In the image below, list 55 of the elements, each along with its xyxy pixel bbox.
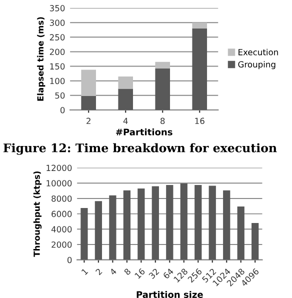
bar: [155, 62, 170, 68]
bar: [118, 88, 133, 110]
bar: [155, 68, 170, 110]
x-tick-label: 8: [124, 268, 132, 276]
x-tick-label: 1: [81, 268, 88, 276]
x-axis-title: Partition size: [136, 290, 203, 298]
bar: [208, 186, 216, 260]
x-tick-label: 32: [148, 268, 160, 280]
y-tick-label: 150: [50, 63, 65, 70]
legend-label: Execution: [238, 48, 278, 56]
y-tick-label: 0: [67, 256, 72, 264]
bar: [237, 206, 244, 260]
y-tick-label: 350: [50, 5, 65, 12]
y-tick-label: 8000: [52, 195, 72, 202]
bar: [81, 96, 96, 110]
y-tick-label: 100: [50, 78, 65, 84]
x-tick-label: 64: [162, 268, 174, 280]
bar: [118, 76, 133, 89]
x-tick-label: 128: [173, 268, 188, 283]
x-tick-label: 8: [160, 118, 165, 124]
bar: [166, 185, 174, 260]
bar: [80, 208, 88, 260]
bar: [109, 195, 116, 260]
y-tick-label: 4000: [51, 226, 72, 232]
legend-label: Grouping: [238, 61, 276, 70]
caption: Figure 12: Time breakdown for execution: [3, 143, 277, 155]
x-tick-label: 4: [123, 118, 128, 124]
y-tick-label: 10000: [46, 180, 72, 186]
bar: [81, 70, 96, 96]
y-tick-label: 2000: [52, 241, 72, 248]
y-tick-label: 300: [50, 20, 65, 26]
bar: [192, 22, 208, 28]
x-tick-label: 16: [134, 268, 146, 279]
bar: [192, 28, 208, 110]
x-tick-label: 4: [109, 268, 117, 276]
y-tick-label: 200: [50, 48, 65, 56]
y-axis-title: Throughput (ktps): [33, 171, 42, 257]
x-axis-title: #Partitions: [116, 128, 172, 136]
bar: [94, 201, 102, 260]
bar: [123, 190, 130, 260]
bar: [223, 190, 230, 260]
bar: [180, 184, 188, 260]
y-tick-label: 0: [60, 106, 65, 114]
bar: [252, 223, 259, 260]
y-tick-label: 6000: [52, 210, 72, 218]
bar: [138, 188, 145, 260]
bar: [194, 185, 202, 260]
x-tick-label: 2: [86, 118, 90, 124]
y-tick-label: 50: [55, 92, 65, 99]
bar: [152, 186, 159, 260]
y-tick-label: 250: [50, 34, 65, 40]
x-tick-label: 2: [95, 268, 102, 276]
y-axis-title: Elapsed time (ms): [37, 17, 46, 101]
x-tick-label: 16: [195, 118, 204, 124]
y-tick-label: 12000: [46, 164, 72, 172]
